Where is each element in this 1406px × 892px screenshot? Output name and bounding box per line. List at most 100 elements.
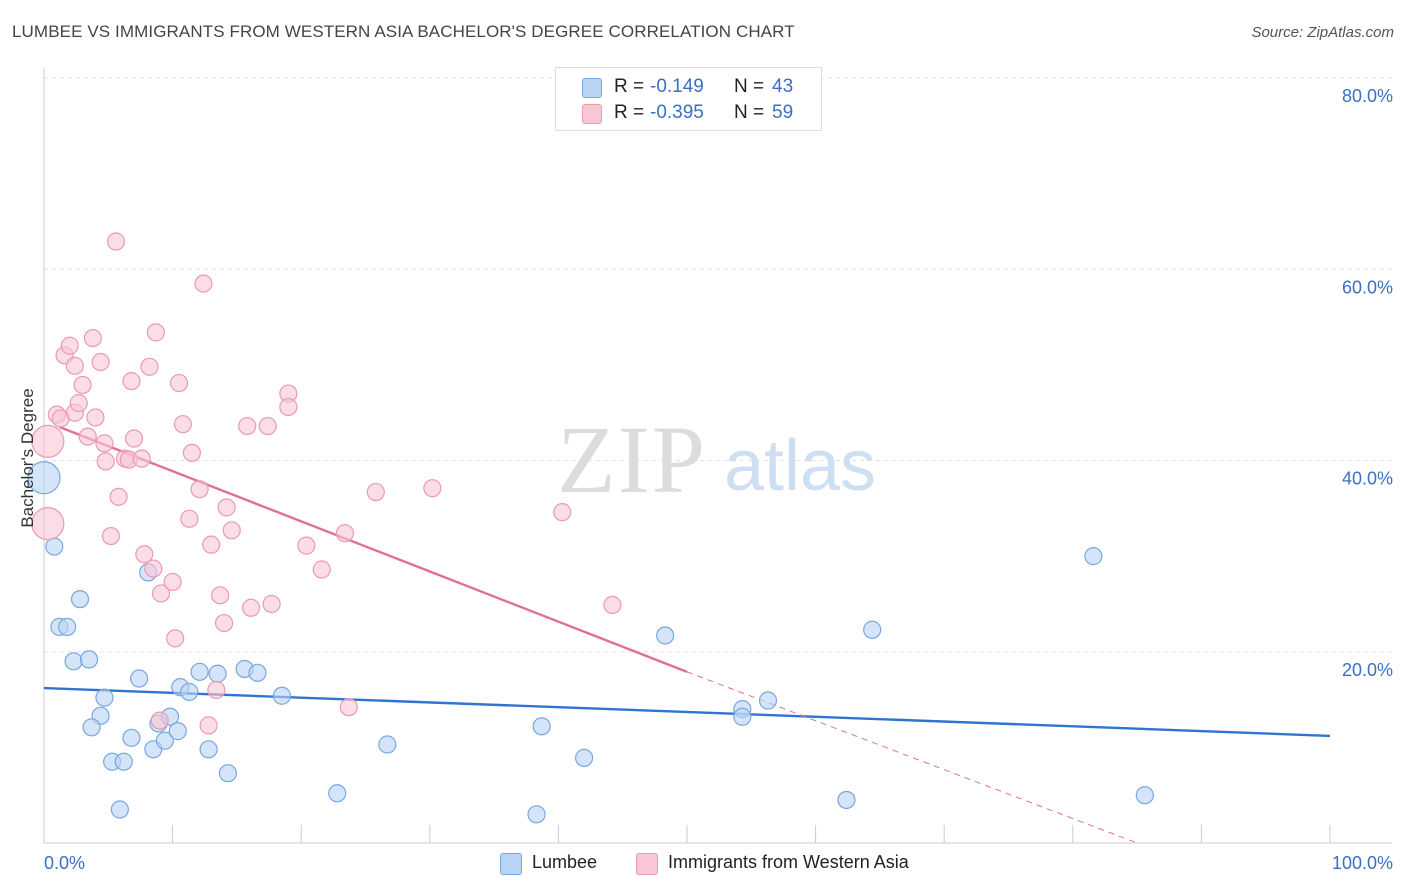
immigrants-point: [312, 560, 331, 579]
stats-legend: R = -0.149 N = 43 R = -0.395 N = 59: [555, 67, 822, 131]
n-value: 43: [772, 76, 794, 97]
immigrants-point: [423, 479, 442, 498]
lumbee-point: [110, 800, 129, 819]
legend-label: Immigrants from Western Asia: [668, 852, 909, 872]
lumbee-point: [532, 717, 551, 736]
immigrants-point: [603, 595, 622, 614]
source-label: Source: ZipAtlas.com: [1251, 24, 1394, 41]
immigrants-point: [122, 372, 141, 391]
lumbee-trend-line: [43, 686, 1331, 738]
immigrants-point: [182, 443, 201, 462]
immigrants-point: [180, 509, 199, 528]
immigrants-point: [140, 357, 159, 376]
immigrants-point: [95, 434, 114, 453]
lumbee-point: [199, 740, 218, 759]
lumbee-point: [190, 662, 209, 681]
lumbee-point: [863, 620, 882, 639]
data-points: [27, 232, 1154, 824]
immigrants-point: [124, 429, 144, 448]
lumbee-point: [45, 537, 64, 556]
immigrants-point: [207, 680, 226, 700]
lumbee-point: [656, 626, 675, 645]
immigrants-point: [214, 613, 234, 633]
tick-labels: 20.0% 40.0% 60.0% 80.0% 0.0% 100.0%: [44, 86, 1393, 873]
immigrants-point: [553, 503, 572, 522]
immigrants-point: [297, 536, 316, 555]
lumbee-point: [180, 682, 199, 702]
immigrants-point: [69, 394, 88, 413]
lumbee-point: [248, 663, 267, 682]
immigrants-point: [339, 698, 358, 717]
y-tick-label: 60.0%: [1342, 277, 1393, 297]
immigrants-point: [91, 352, 110, 372]
axes: [43, 68, 1392, 844]
lumbee-point: [70, 590, 90, 609]
immigrants-point: [238, 416, 257, 436]
immigrants-trend-line: [58, 425, 688, 673]
immigrants-point: [217, 498, 236, 517]
lumbee-point: [378, 735, 397, 754]
lumbee-point: [837, 790, 856, 810]
x-tick-label: 100.0%: [1332, 853, 1393, 873]
immigrants-point: [262, 594, 281, 614]
watermark: ZIP atlas: [557, 406, 876, 513]
lumbee-point: [758, 691, 778, 710]
immigrants-point: [65, 356, 84, 375]
y-tick-label: 20.0%: [1342, 660, 1393, 680]
immigrants-point: [190, 480, 209, 499]
n-label: N =: [734, 76, 765, 97]
immigrants-point: [135, 545, 154, 564]
immigrants-point: [101, 526, 120, 546]
immigrants-trend-extension: [686, 671, 1138, 844]
lumbee-point: [272, 686, 292, 705]
immigrants-point: [31, 424, 65, 458]
r-value: -0.149: [650, 76, 704, 97]
lumbee-point: [575, 748, 594, 767]
watermark-zip: ZIP: [557, 406, 707, 513]
immigrants-swatch: [582, 104, 602, 124]
lumbee-point: [27, 461, 61, 495]
immigrants-point: [73, 375, 92, 395]
lumbee-point: [1084, 547, 1103, 566]
lumbee-swatch: [582, 78, 602, 98]
gridlines: [44, 77, 1392, 653]
lumbee-point: [168, 722, 187, 741]
y-tick-label: 80.0%: [1342, 86, 1393, 106]
immigrants-point: [151, 584, 171, 603]
immigrants-point: [132, 449, 151, 468]
immigrants-point: [169, 373, 189, 393]
immigrants-point: [106, 232, 126, 251]
lumbee-point: [58, 617, 77, 636]
lumbee-point: [130, 669, 149, 688]
immigrants-point: [60, 336, 79, 355]
immigrants-point: [366, 482, 385, 502]
immigrants-point: [279, 397, 298, 417]
immigrants-point: [335, 524, 355, 543]
watermark-atlas: atlas: [724, 426, 876, 506]
immigrants-point: [258, 416, 277, 436]
lumbee-point: [64, 652, 83, 671]
immigrants-point: [202, 535, 221, 554]
r-value: -0.395: [650, 102, 704, 123]
immigrants-point: [109, 487, 128, 506]
y-axis-label: Bachelor's Degree: [18, 388, 37, 527]
lumbee-point: [1135, 786, 1154, 805]
immigrants-point: [166, 629, 185, 648]
chart-title: LUMBEE VS IMMIGRANTS FROM WESTERN ASIA B…: [12, 22, 795, 41]
lumbee-point: [95, 688, 114, 707]
lumbee-point: [122, 728, 141, 747]
lumbee-point: [114, 752, 133, 771]
lumbee-point: [155, 731, 174, 750]
immigrants-point: [173, 415, 192, 434]
immigrants-point: [163, 572, 182, 592]
immigrants-point: [144, 559, 163, 578]
immigrants-point: [96, 452, 115, 471]
y-tick-label: 40.0%: [1342, 469, 1393, 489]
immigrants-point: [146, 323, 165, 342]
immigrants-point: [194, 274, 213, 293]
immigrants-point: [222, 521, 241, 540]
immigrants-point: [150, 711, 169, 730]
lumbee-point: [82, 718, 101, 737]
lumbee-point: [733, 707, 752, 726]
